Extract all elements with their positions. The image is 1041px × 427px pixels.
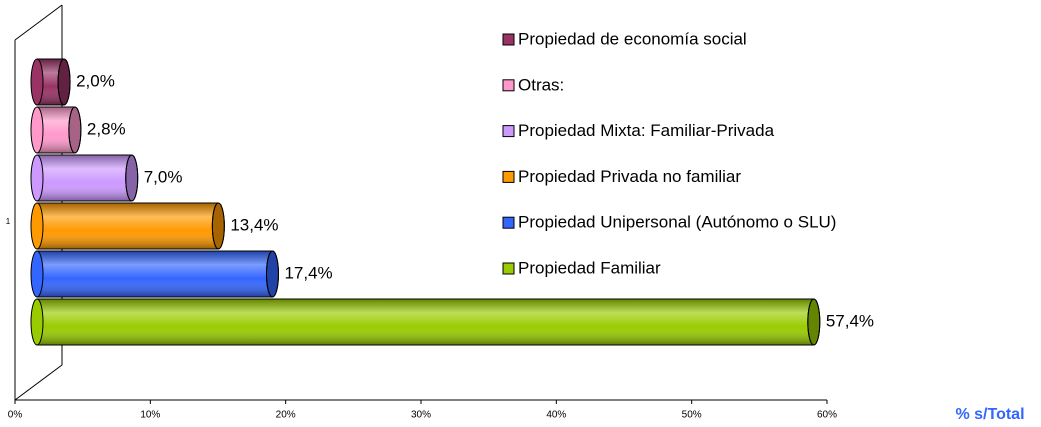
bar-shade <box>37 299 814 345</box>
x-tick-label: 50% <box>682 410 702 421</box>
value-label: 17,4% <box>284 263 332 282</box>
bar-end-cap-shade <box>265 250 279 298</box>
legend-label: Propiedad Privada no familiar <box>518 167 741 186</box>
value-label: 7,0% <box>144 167 183 186</box>
bar-end-cap-shade <box>125 154 139 202</box>
bar-shade <box>37 155 132 201</box>
bar-start-cap <box>30 202 44 250</box>
bar-end-cap-shade <box>807 298 821 346</box>
value-label: 2,0% <box>76 71 115 90</box>
bar-shade <box>37 203 219 249</box>
legend-swatch <box>502 79 515 92</box>
legend-swatch <box>502 216 515 229</box>
legend-swatch <box>502 262 515 275</box>
x-tick-label: 60% <box>817 410 837 421</box>
bar-start-cap <box>30 106 44 154</box>
value-label: 2,8% <box>87 119 126 138</box>
legend-swatch <box>502 170 515 183</box>
legend-label: Propiedad Mixta: Familiar-Privada <box>518 121 775 140</box>
bar-start-cap <box>30 298 44 346</box>
legend-label: Propiedad Unipersonal (Autónomo o SLU) <box>518 213 836 232</box>
legend-swatch <box>502 125 515 138</box>
bar-end-cap-shade <box>68 106 82 154</box>
legend-label: Otras: <box>518 75 564 94</box>
category-label: 1 <box>6 217 11 226</box>
bar-shade <box>37 251 273 297</box>
value-label: 57,4% <box>826 311 874 330</box>
bar-end-cap-shade <box>211 202 225 250</box>
x-tick-label: 40% <box>546 410 566 421</box>
x-axis-title: % s/Total <box>955 406 1024 423</box>
legend-swatch <box>502 33 515 46</box>
bar-start-cap <box>30 58 44 106</box>
x-tick-label: 20% <box>276 410 296 421</box>
bar-end-cap-shade <box>57 58 71 106</box>
x-tick-label: 0% <box>8 410 23 421</box>
bar-start-cap <box>30 154 44 202</box>
axis-wall <box>14 4 63 41</box>
legend-label: Propiedad de economía social <box>518 29 747 48</box>
value-label: 13,4% <box>230 215 278 234</box>
legend-label: Propiedad Familiar <box>518 258 661 277</box>
x-tick-label: 30% <box>411 410 431 421</box>
x-tick-label: 10% <box>140 410 160 421</box>
bar-start-cap <box>30 250 44 298</box>
axis-floor <box>14 364 63 401</box>
